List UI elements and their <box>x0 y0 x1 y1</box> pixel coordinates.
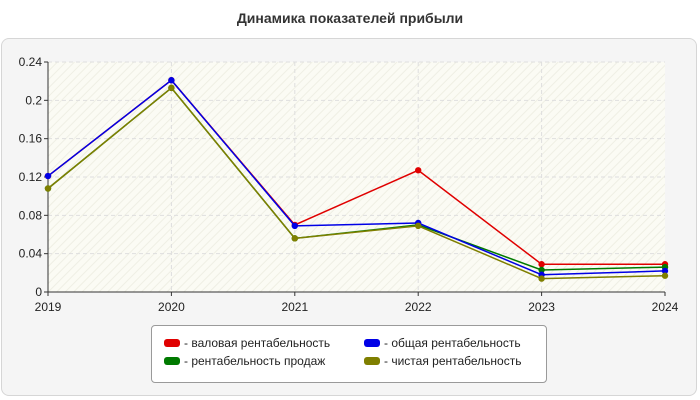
data-point-2-0 <box>44 172 52 180</box>
y-tick-label: 0.04 <box>19 247 43 261</box>
data-point-0-3 <box>415 167 422 174</box>
legend-swatch-green <box>164 357 180 365</box>
legend-item-gross: - валовая рентабельность <box>164 336 330 350</box>
series-lines <box>44 77 669 282</box>
y-tick-label: 0.24 <box>19 55 43 69</box>
legend-swatch-olive <box>364 357 380 365</box>
legend-swatch-blue <box>364 339 380 347</box>
x-tick-label: 2022 <box>405 300 432 314</box>
legend-item-net: - чистая рентабельность <box>364 354 521 368</box>
legend-item-overall: - общая рентабельность <box>364 336 521 350</box>
grid-lines <box>48 61 665 292</box>
x-tick-label: 2023 <box>528 300 555 314</box>
legend-item-sales: - рентабельность продаж <box>164 354 325 368</box>
data-point-3-0 <box>44 185 52 192</box>
legend-label: - общая рентабельность <box>384 336 521 350</box>
chart-title: Динамика показателей прибыли <box>236 10 464 26</box>
legend-swatch-red <box>164 339 180 347</box>
y-tick-label: 0.16 <box>19 132 43 146</box>
data-point-2-1 <box>168 77 175 84</box>
data-point-2-2 <box>291 222 298 230</box>
data-point-3-5 <box>661 272 669 279</box>
series-line-2 <box>47 79 666 276</box>
legend: - валовая рентабельность - общая рентабе… <box>151 325 547 383</box>
data-point-2-5 <box>661 267 669 275</box>
legend-label: - рентабельность продаж <box>184 354 326 368</box>
data-point-3-1 <box>168 84 175 92</box>
data-point-0-4 <box>538 261 545 268</box>
y-tick-label: 0 <box>35 285 42 299</box>
legend-label: - чистая рентабельность <box>384 354 522 368</box>
data-point-1-4 <box>538 266 545 274</box>
x-axis-ticks: 2019 2020 2021 2022 2023 2024 <box>35 292 679 314</box>
y-tick-label: 0.08 <box>19 208 43 222</box>
y-tick-label: 0.2 <box>25 93 42 107</box>
series-line-3 <box>47 86 666 280</box>
legend-label: - валовая рентабельность <box>184 336 331 350</box>
y-axis-ticks: 0 0.04 0.08 0.12 0.16 0.2 0.24 <box>19 55 48 299</box>
x-tick-label: 2019 <box>35 300 62 314</box>
data-point-3-4 <box>538 275 545 282</box>
x-tick-label: 2020 <box>158 300 185 314</box>
data-point-3-3 <box>415 222 422 230</box>
x-tick-label: 2021 <box>281 300 308 314</box>
x-tick-label: 2024 <box>652 300 679 314</box>
y-tick-label: 0.12 <box>19 170 43 184</box>
data-point-3-2 <box>291 235 298 242</box>
